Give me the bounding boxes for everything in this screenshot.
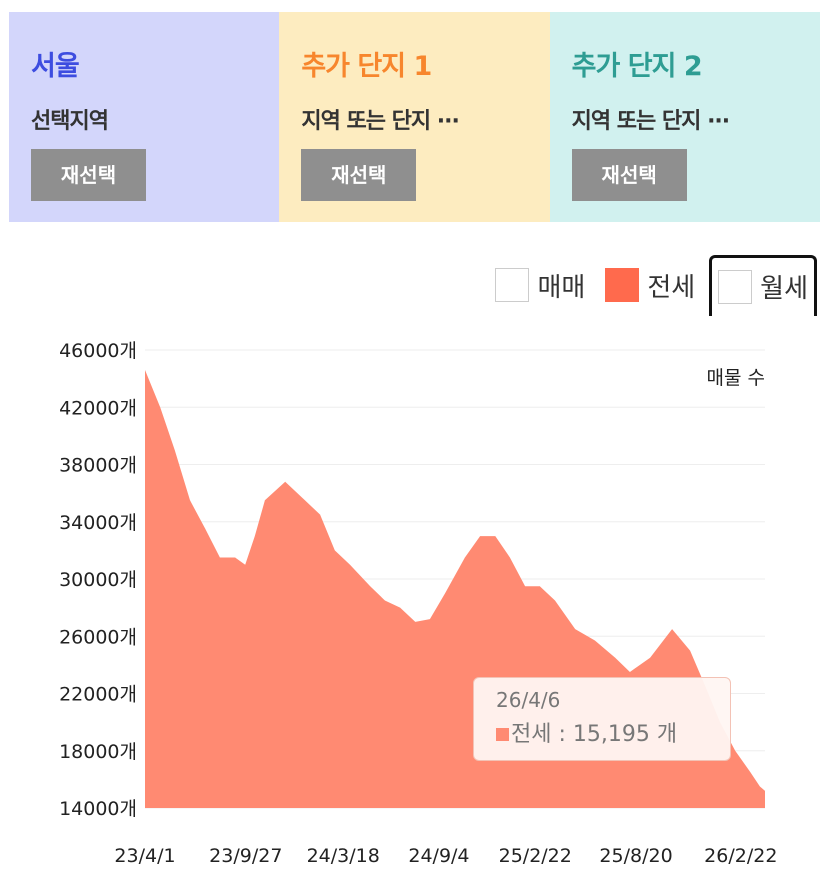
y-tick-label: 34000개 <box>59 512 137 534</box>
y-tick-label: 46000개 <box>59 340 137 362</box>
legend-sale[interactable]: 매매 <box>489 267 591 304</box>
series-legend: 매매 전세 월세 <box>489 254 817 316</box>
legend-label: 전세 <box>647 272 696 303</box>
y-tick-label: 42000개 <box>59 397 137 419</box>
checkbox-sale[interactable] <box>495 268 530 302</box>
legend-label: 월세 <box>760 274 808 304</box>
x-tick-label: 23/4/1 <box>114 845 175 867</box>
panel-subtitle: 지역 또는 단지 ··· <box>301 109 460 134</box>
x-tick-label: 25/8/20 <box>599 845 672 867</box>
y-tick-label: 22000개 <box>59 684 137 706</box>
tooltip-series: 전세 <box>511 722 552 747</box>
x-tick-label: 25/2/22 <box>499 845 572 867</box>
y-tick-label: 18000개 <box>59 741 137 763</box>
panel-title: 서울 <box>31 51 80 82</box>
y-tick-label: 30000개 <box>59 569 137 591</box>
chart-tooltip: 26/4/6 전세 : 15,195 개 <box>473 677 731 761</box>
reselect-button[interactable]: 재선택 <box>571 149 687 201</box>
tooltip-swatch <box>496 728 509 741</box>
y-tick-label: 14000개 <box>59 798 137 820</box>
legend-jeonse[interactable]: 전세 <box>599 267 701 304</box>
checkbox-monthly-rent[interactable] <box>718 269 753 304</box>
panel-seoul: 서울 선택지역 재선택 <box>9 12 280 222</box>
y-tick-label: 38000개 <box>59 455 137 477</box>
panel-title: 추가 단지 2 <box>571 51 703 82</box>
reselect-button[interactable]: 재선택 <box>31 149 146 201</box>
x-tick-label: 24/3/18 <box>307 845 380 867</box>
x-tick-label: 23/9/27 <box>209 845 282 867</box>
panel-complex-1: 추가 단지 1 지역 또는 단지 ··· 재선택 <box>279 12 550 222</box>
x-tick-label: 26/2/22 <box>704 845 777 867</box>
legend-label: 매매 <box>537 272 586 303</box>
panel-subtitle: 지역 또는 단지 ··· <box>571 109 731 134</box>
y-tick-label: 26000개 <box>59 626 137 648</box>
panel-complex-2: 추가 단지 2 지역 또는 단지 ··· 재선택 <box>549 12 820 222</box>
x-tick-label: 24/9/4 <box>408 845 469 867</box>
panel-subtitle: 선택지역 <box>31 109 109 134</box>
tooltip-value: : 15,195 개 <box>551 722 678 747</box>
panel-title: 추가 단지 1 <box>301 51 432 82</box>
y-axis-title: 매물 수 <box>707 367 765 389</box>
comparison-panels: 서울 선택지역 재선택 추가 단지 1 지역 또는 단지 ··· 재선택 추가 … <box>9 12 820 222</box>
reselect-button[interactable]: 재선택 <box>301 149 417 201</box>
checkbox-jeonse[interactable] <box>605 268 640 302</box>
tooltip-date: 26/4/6 <box>496 688 561 712</box>
legend-monthly-rent[interactable]: 월세 <box>709 254 817 316</box>
